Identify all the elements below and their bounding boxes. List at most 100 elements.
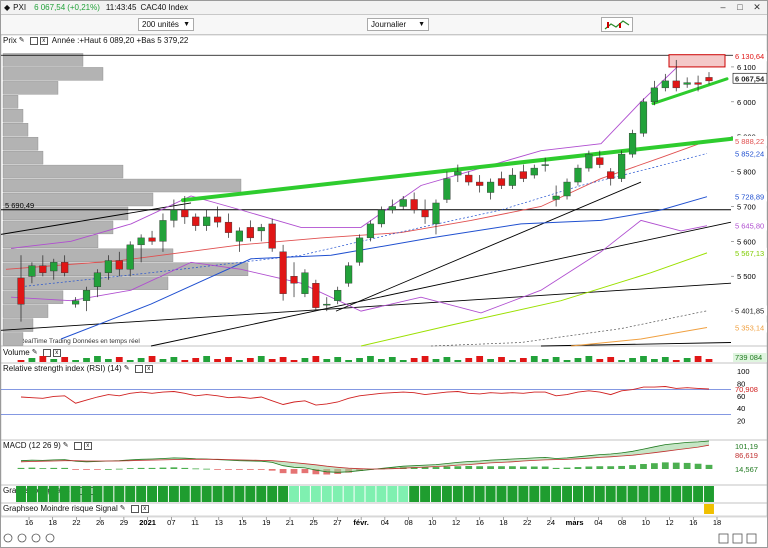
- signal-bar: [70, 486, 81, 502]
- macd-histogram-bar: [17, 467, 25, 469]
- signal-bar: [147, 486, 158, 502]
- close-icon[interactable]: x: [83, 441, 92, 450]
- x-tick-label: 26: [96, 518, 104, 527]
- chart-type-button[interactable]: [601, 17, 633, 32]
- zoom-in-icon[interactable]: [718, 533, 729, 544]
- wrench-icon[interactable]: ✎: [123, 364, 130, 372]
- signal-bar: [223, 486, 234, 502]
- search-icon[interactable]: [17, 533, 27, 543]
- window-icon[interactable]: [73, 441, 82, 450]
- bollinger-band: [10, 219, 708, 314]
- candle: [72, 297, 80, 308]
- units-select-value: 200 unités: [142, 20, 179, 29]
- signal-bar: [278, 486, 289, 502]
- fit-icon[interactable]: [746, 533, 757, 544]
- macd-cloud: [21, 441, 709, 473]
- rsi-tag: 70,908: [735, 385, 758, 394]
- signal-bar: [190, 486, 201, 502]
- volume-profile-bar: [2, 248, 174, 262]
- volume-bar: [563, 360, 571, 362]
- price-tag-box: [733, 247, 767, 258]
- candle: [104, 255, 112, 280]
- cursor-icon[interactable]: [45, 533, 55, 543]
- candle-body: [552, 195, 560, 200]
- candle: [290, 262, 298, 298]
- macd-histogram-bar: [629, 465, 636, 469]
- close-icon[interactable]: x: [140, 504, 149, 513]
- signal-bar: [431, 486, 441, 502]
- close-icon[interactable]: x: [52, 348, 61, 357]
- close-icon[interactable]: x: [144, 364, 153, 373]
- volume-profile-bar: [2, 81, 59, 95]
- candle-body: [476, 181, 484, 186]
- volume-bar: [377, 359, 385, 362]
- candle: [399, 196, 407, 210]
- candle-body: [334, 289, 342, 301]
- wrench-icon[interactable]: ✎: [31, 348, 38, 356]
- volume-bar: [607, 357, 615, 362]
- macd-histogram-bar: [498, 466, 505, 469]
- signal-bar: [81, 486, 92, 502]
- candle: [639, 98, 648, 137]
- draw-icon[interactable]: [31, 533, 41, 543]
- zoom-out-icon[interactable]: [732, 533, 743, 544]
- signal-bar: [660, 486, 671, 502]
- macd-histogram-bar: [519, 466, 527, 469]
- candle-body: [17, 277, 25, 305]
- volume-bar: [672, 360, 680, 362]
- window-icon[interactable]: [42, 348, 51, 357]
- price-tag-box: [733, 148, 767, 159]
- close-icon[interactable]: ✕: [753, 2, 761, 12]
- candle: [148, 230, 156, 245]
- candle-body: [508, 174, 517, 186]
- moving-average-line: [430, 310, 708, 347]
- signal-bar: [16, 486, 26, 502]
- macd-line: [20, 440, 710, 473]
- close-icon[interactable]: x: [39, 36, 48, 45]
- wrench-icon[interactable]: ✎: [62, 441, 69, 449]
- window-titlebar: ◆ PXI 6 067,54 (+0,21%) 11:43:45 CAC40 I…: [1, 1, 767, 15]
- period-select[interactable]: Journalier ▼: [367, 18, 429, 31]
- candle: [39, 255, 47, 277]
- trendline: [150, 221, 732, 347]
- candle-body: [28, 265, 36, 277]
- window-icon[interactable]: [130, 504, 139, 513]
- wrench-icon[interactable]: ✎: [119, 504, 126, 512]
- zoom-out-icon-glyph: [732, 533, 743, 544]
- candle-body: [203, 216, 211, 226]
- settings-icon[interactable]: [3, 533, 13, 543]
- units-select[interactable]: 200 unités ▼: [138, 18, 194, 31]
- x-tick-label: 04: [594, 518, 602, 527]
- window-icon[interactable]: [134, 364, 143, 373]
- macd-tag: 14,567: [735, 465, 758, 474]
- x-tick-label: 13: [215, 518, 223, 527]
- macd-histogram-bar: [94, 469, 101, 470]
- volume-bar: [640, 356, 647, 362]
- support-level-label: 5 690,49: [5, 201, 34, 210]
- price-tag: 5 353,14: [735, 323, 764, 332]
- pin-icon[interactable]: ◆: [4, 3, 11, 12]
- signal-bar: [441, 486, 452, 502]
- candle-body: [50, 262, 58, 272]
- window-icon[interactable]: [29, 36, 38, 45]
- volume-bar: [388, 357, 396, 362]
- candle-body: [61, 262, 69, 273]
- candle-body: [268, 223, 276, 249]
- macd-tag: 86,619: [735, 451, 758, 460]
- candle: [585, 150, 593, 172]
- candle-body: [530, 167, 538, 176]
- minimize-icon[interactable]: –: [720, 2, 726, 12]
- candle: [334, 286, 342, 305]
- signal-bar: [572, 486, 583, 502]
- risk-panel-label: Graphseo Moindre risque Signal: [3, 504, 118, 513]
- wrench-icon[interactable]: ✎: [18, 36, 25, 44]
- maximize-icon[interactable]: □: [737, 2, 743, 12]
- signal-bar: [540, 486, 551, 502]
- volume-bar: [148, 356, 156, 362]
- signal-bar: [551, 486, 562, 502]
- volume-bar: [181, 360, 189, 362]
- settings-icon-glyph: [3, 533, 13, 543]
- footer-credit-text: © ProRealTime Trading Données en temps r…: [3, 338, 140, 345]
- candle: [366, 220, 375, 242]
